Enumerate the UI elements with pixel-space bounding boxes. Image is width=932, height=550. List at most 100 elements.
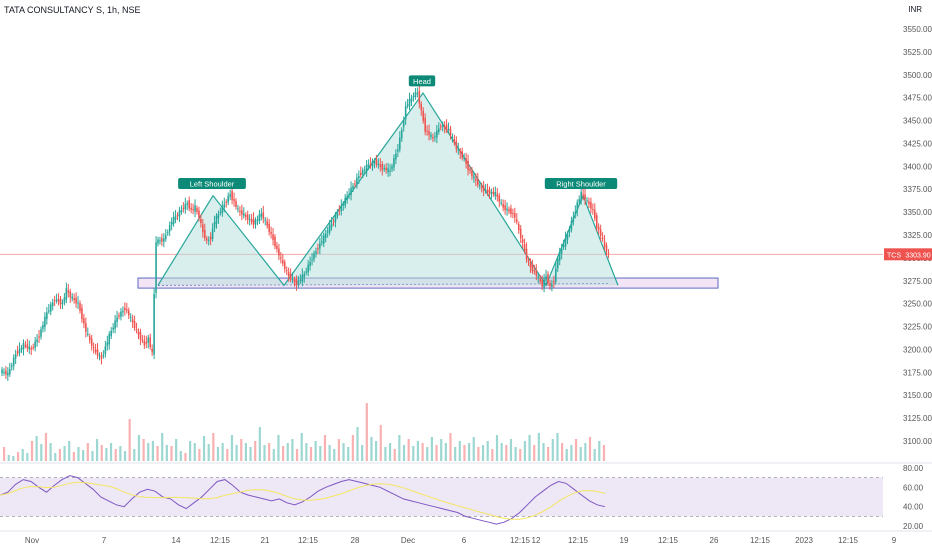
volume-bar — [44, 433, 48, 461]
candle-body — [184, 204, 187, 210]
volume-bar — [49, 443, 52, 461]
volume-bar — [254, 441, 257, 461]
candle-body — [131, 319, 134, 323]
x-axis-tick: 12:15 — [568, 536, 589, 545]
candle-body — [471, 170, 473, 177]
y-axis-tick: 3275.00 — [903, 277, 932, 286]
pattern-fill — [158, 93, 618, 286]
candle-body — [225, 201, 228, 203]
candle-body — [22, 343, 25, 350]
candle-body — [270, 232, 272, 234]
candle-body — [215, 216, 218, 225]
candle-body — [124, 307, 126, 311]
label-left-shoulder-bg — [178, 177, 246, 189]
candle-body — [533, 270, 536, 272]
volume-bar — [272, 449, 275, 461]
volume-bar — [82, 450, 85, 461]
candle-body — [389, 170, 391, 172]
candle-body — [176, 215, 179, 217]
candle-body — [67, 290, 70, 293]
candle-body — [145, 342, 148, 344]
candle-body — [264, 219, 267, 221]
candle-body — [441, 125, 444, 127]
volume-bar — [500, 443, 503, 461]
x-axis-tick: 9 — [892, 536, 897, 545]
candle-body — [9, 369, 11, 375]
volume-bar — [300, 433, 303, 461]
candle-body — [219, 212, 222, 214]
candle-body — [287, 272, 290, 277]
volume-bar — [388, 443, 392, 461]
candle-body — [383, 168, 385, 170]
rsi-ma-line — [0, 481, 606, 520]
candle-body — [188, 200, 190, 209]
candle-body — [229, 194, 231, 197]
volume-bar — [91, 451, 94, 461]
candle-body — [205, 238, 208, 241]
y-axis-tick: 3500.00 — [903, 71, 932, 80]
candle-body — [500, 202, 502, 204]
candle-body — [59, 298, 62, 305]
candle-body — [163, 238, 165, 242]
candle-body — [165, 235, 167, 240]
rsi-axis-tick: 40.00 — [903, 503, 924, 512]
candle-body — [418, 90, 421, 104]
candle-body — [568, 229, 571, 232]
y-axis-tick: 3150.00 — [903, 391, 932, 400]
candle-body — [599, 229, 602, 236]
candle-body — [209, 236, 212, 240]
candle-body — [346, 195, 348, 201]
candle-body — [217, 214, 220, 219]
volume-bar — [486, 441, 489, 461]
candle-body — [438, 128, 440, 132]
volume-bar — [533, 445, 536, 461]
volume-bar — [328, 445, 331, 461]
candle-body — [256, 219, 259, 221]
candle-body — [377, 163, 380, 166]
candle-body — [332, 221, 335, 223]
candle-body — [243, 213, 245, 216]
volume-bar — [542, 443, 545, 461]
candle-body — [42, 325, 44, 329]
candle-body — [350, 187, 352, 195]
volume-bar — [189, 441, 192, 461]
label-right-shoulder: Right Shoulder — [556, 179, 606, 188]
candle-body — [149, 337, 151, 347]
volume-bar — [412, 446, 415, 461]
candle-body — [53, 300, 56, 302]
last-price-label: 3303.90 — [905, 252, 930, 259]
candle-body — [498, 195, 501, 202]
candle-body — [200, 218, 202, 224]
candle-body — [178, 210, 181, 217]
candle-body — [166, 232, 169, 234]
candle-body — [268, 223, 270, 232]
volume-bar — [137, 435, 141, 461]
x-axis-tick: 12:15 — [750, 536, 771, 545]
candle-body — [289, 274, 292, 280]
candle-body — [459, 150, 462, 154]
x-axis-tick: 21 — [261, 536, 270, 545]
candle-body — [299, 279, 302, 281]
volume-bar — [207, 444, 210, 461]
volume-bar — [258, 427, 261, 461]
candle-body — [514, 213, 516, 218]
candle-body — [172, 217, 175, 225]
candle-body — [486, 190, 489, 193]
y-axis-tick: 3200.00 — [903, 345, 932, 354]
candle-body — [186, 203, 189, 205]
candle-body — [447, 128, 450, 130]
candle-body — [482, 185, 485, 191]
candle-body — [588, 201, 590, 205]
candle-body — [250, 219, 253, 222]
volume-bar — [416, 441, 420, 461]
candle-body — [496, 194, 499, 197]
candle-body — [26, 344, 29, 349]
candle-body — [252, 218, 255, 225]
candle-body — [235, 200, 237, 207]
candle-body — [69, 291, 72, 298]
candle-body — [340, 205, 343, 211]
candle-body — [157, 239, 159, 244]
candle-body — [369, 163, 372, 166]
candle-body — [365, 164, 368, 172]
